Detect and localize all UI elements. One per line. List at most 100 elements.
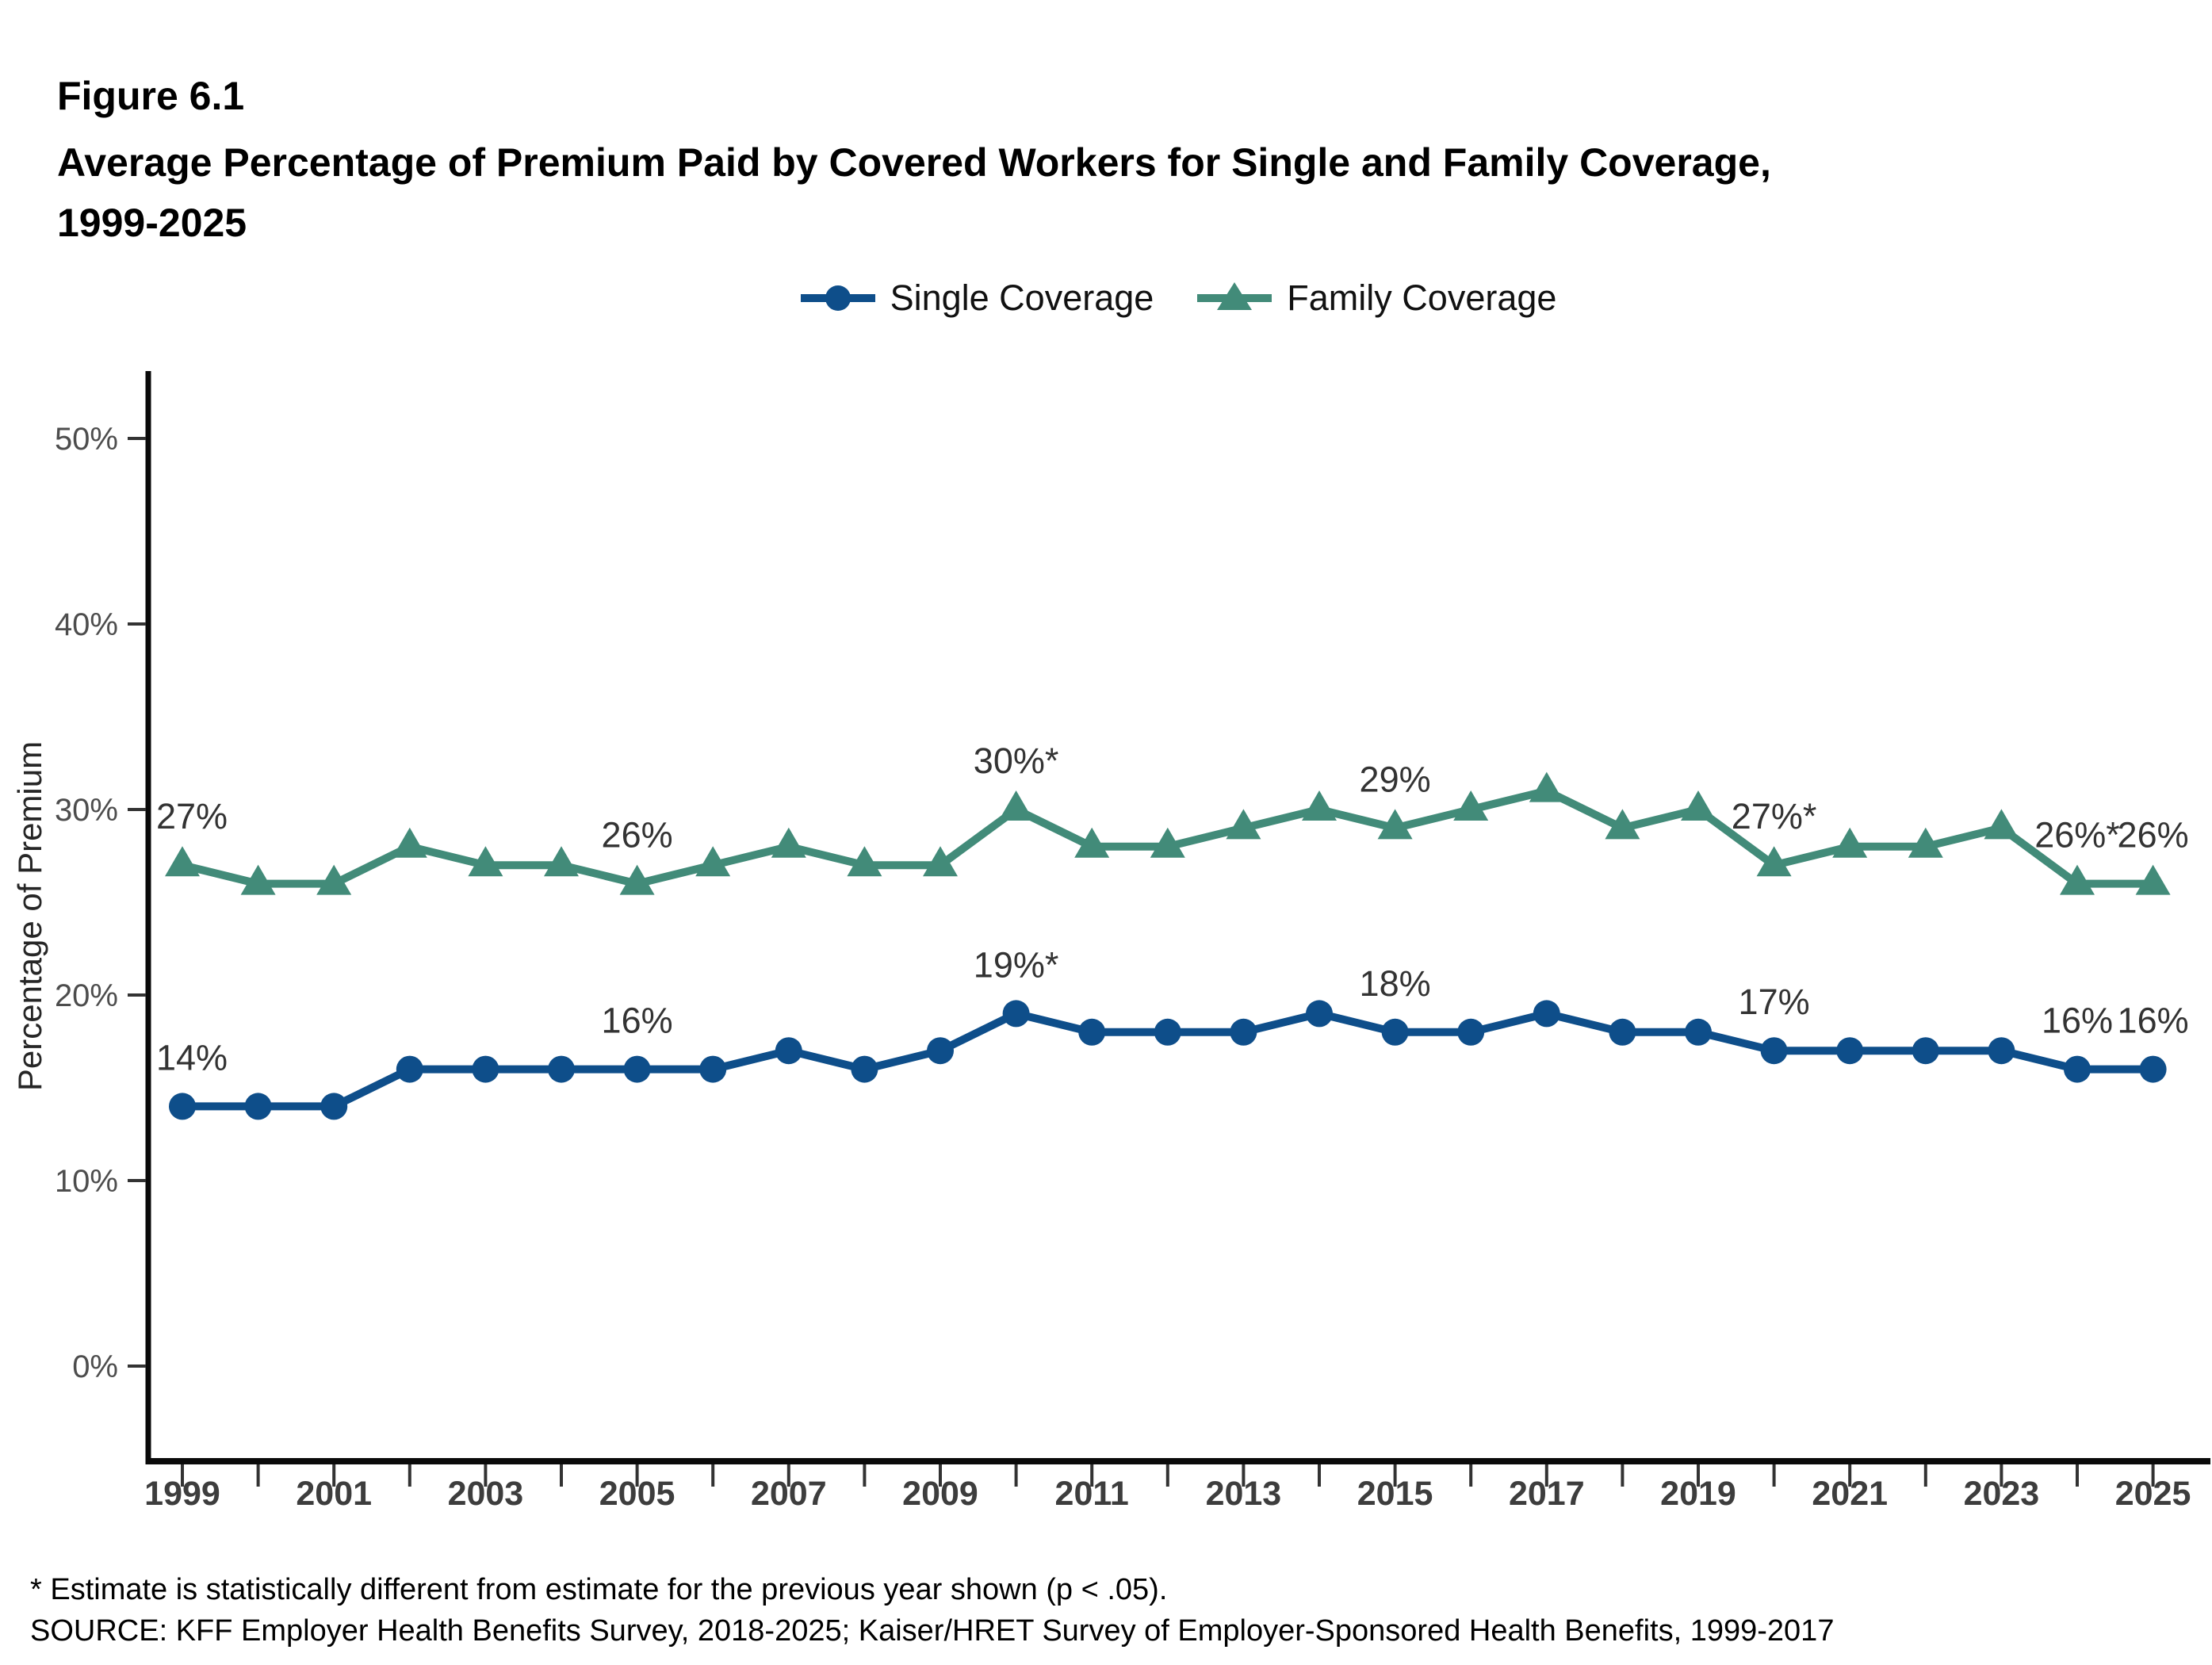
family-coverage-point	[468, 846, 503, 877]
single-coverage-point	[1685, 1018, 1712, 1046]
single-coverage-data-label: 16%	[2118, 1001, 2189, 1041]
x-tick-label: 2011	[1055, 1475, 1129, 1513]
single-coverage-point	[623, 1055, 651, 1083]
single-coverage-point	[2064, 1055, 2091, 1083]
legend: Single Coverage Family Coverage	[151, 278, 2204, 319]
legend-label-family-coverage: Family Coverage	[1287, 278, 1557, 318]
legend-label-single-coverage: Single Coverage	[890, 278, 1154, 318]
x-tick-label: 1999	[144, 1475, 220, 1513]
x-tick-label: 2025	[2115, 1475, 2191, 1513]
family-coverage-point	[240, 864, 276, 895]
y-tick-label: 30%	[55, 793, 118, 828]
single-coverage-point	[1533, 1000, 1560, 1028]
y-tick-label: 50%	[55, 422, 118, 457]
single-coverage-data-label: 17%	[1739, 982, 1810, 1022]
footnote-asterisk: * Estimate is statistically different fr…	[30, 1573, 1168, 1606]
single-coverage-line-circle-marker-icon	[800, 285, 875, 311]
family-coverage-point	[316, 864, 352, 895]
family-coverage-data-label: 27%	[156, 796, 228, 836]
single-coverage-point	[1988, 1037, 2015, 1065]
x-tick-label: 2019	[1660, 1475, 1736, 1513]
family-coverage-point	[1377, 809, 1413, 840]
single-coverage-point	[1457, 1018, 1485, 1046]
single-coverage-data-label: 14%	[156, 1037, 228, 1077]
y-tick-label: 10%	[55, 1164, 118, 1199]
family-coverage-point	[2060, 864, 2095, 895]
y-tick-label: 20%	[55, 978, 118, 1013]
family-coverage-point	[1756, 846, 1792, 877]
x-tick-label: 2021	[1812, 1475, 1888, 1513]
family-coverage-point	[847, 846, 882, 877]
single-coverage-point	[1154, 1018, 1181, 1046]
family-coverage-point	[1226, 809, 1261, 840]
family-coverage-point	[544, 846, 579, 877]
family-coverage-point	[165, 846, 200, 877]
family-coverage-point	[392, 827, 427, 858]
x-tick-label: 2015	[1357, 1475, 1433, 1513]
y-tick-label: 0%	[72, 1349, 118, 1384]
family-coverage-point	[998, 790, 1034, 821]
single-coverage-point	[1912, 1037, 1939, 1065]
legend-item-single-coverage: Single Coverage	[798, 278, 1154, 319]
single-coverage-point	[1381, 1018, 1409, 1046]
family-coverage-data-label: 26%*	[2034, 815, 2120, 855]
single-coverage-point	[169, 1093, 196, 1120]
x-tick-label: 2003	[448, 1475, 524, 1513]
family-coverage-point	[923, 846, 958, 877]
family-coverage-point	[1832, 827, 1868, 858]
family-coverage-point	[771, 827, 806, 858]
family-coverage-point	[1908, 827, 1943, 858]
family-coverage-data-label: 26%	[602, 815, 673, 855]
family-coverage-point	[1529, 771, 1564, 802]
chart-title-line2: 1999-2025	[57, 201, 247, 245]
family-coverage-point	[2135, 864, 2171, 895]
family-coverage-data-label: 29%	[1360, 759, 1431, 799]
family-coverage-point	[1453, 790, 1489, 821]
single-coverage-point	[472, 1055, 499, 1083]
single-coverage-point	[396, 1055, 423, 1083]
source-note: SOURCE: KFF Employer Health Benefits Sur…	[30, 1614, 1835, 1648]
x-tick-label: 2007	[751, 1475, 827, 1513]
family-coverage-data-label: 27%*	[1732, 796, 1817, 836]
figure-label: Figure 6.1	[57, 74, 245, 118]
single-coverage-data-label: 18%	[1360, 963, 1431, 1004]
chart-title-line1: Average Percentage of Premium Paid by Co…	[57, 140, 1771, 185]
single-coverage-point	[851, 1055, 878, 1083]
family-coverage-data-label: 26%	[2118, 815, 2189, 855]
family-coverage-line-triangle-marker-icon	[1197, 282, 1272, 310]
single-coverage-point	[1609, 1018, 1636, 1046]
family-coverage-point	[1984, 809, 2019, 840]
single-coverage-point	[548, 1055, 575, 1083]
single-coverage-point	[1836, 1037, 1864, 1065]
single-coverage-point	[320, 1093, 348, 1120]
x-tick-label: 2013	[1206, 1475, 1282, 1513]
single-coverage-data-label: 16%	[602, 1001, 673, 1041]
family-coverage-point	[1150, 827, 1185, 858]
single-coverage-point	[1230, 1018, 1257, 1046]
x-tick-label: 2017	[1509, 1475, 1585, 1513]
x-tick-label: 2023	[1964, 1475, 2040, 1513]
x-tick-label: 2001	[296, 1475, 372, 1513]
x-tick-label: 2009	[902, 1475, 978, 1513]
family-coverage-data-label: 30%*	[974, 741, 1059, 781]
single-coverage-point	[699, 1055, 727, 1083]
single-coverage-data-label: 19%*	[974, 944, 1059, 985]
x-tick-label: 2005	[599, 1475, 675, 1513]
family-coverage-point	[1302, 790, 1337, 821]
y-tick-label: 40%	[55, 607, 118, 642]
single-coverage-point	[775, 1037, 802, 1065]
single-coverage-data-label: 16%	[2042, 1001, 2113, 1041]
single-coverage-point	[244, 1093, 272, 1120]
single-coverage-point	[1760, 1037, 1788, 1065]
family-coverage-point	[1074, 827, 1110, 858]
single-coverage-point	[927, 1037, 954, 1065]
y-axis-title: Percentage of Premium	[11, 741, 48, 1091]
single-coverage-point	[1306, 1000, 1333, 1028]
single-coverage-point	[1078, 1018, 1106, 1046]
single-coverage-point	[2139, 1055, 2167, 1083]
legend-item-family-coverage: Family Coverage	[1195, 278, 1556, 319]
family-coverage-point	[1681, 790, 1716, 821]
single-coverage-point	[1002, 1000, 1030, 1028]
